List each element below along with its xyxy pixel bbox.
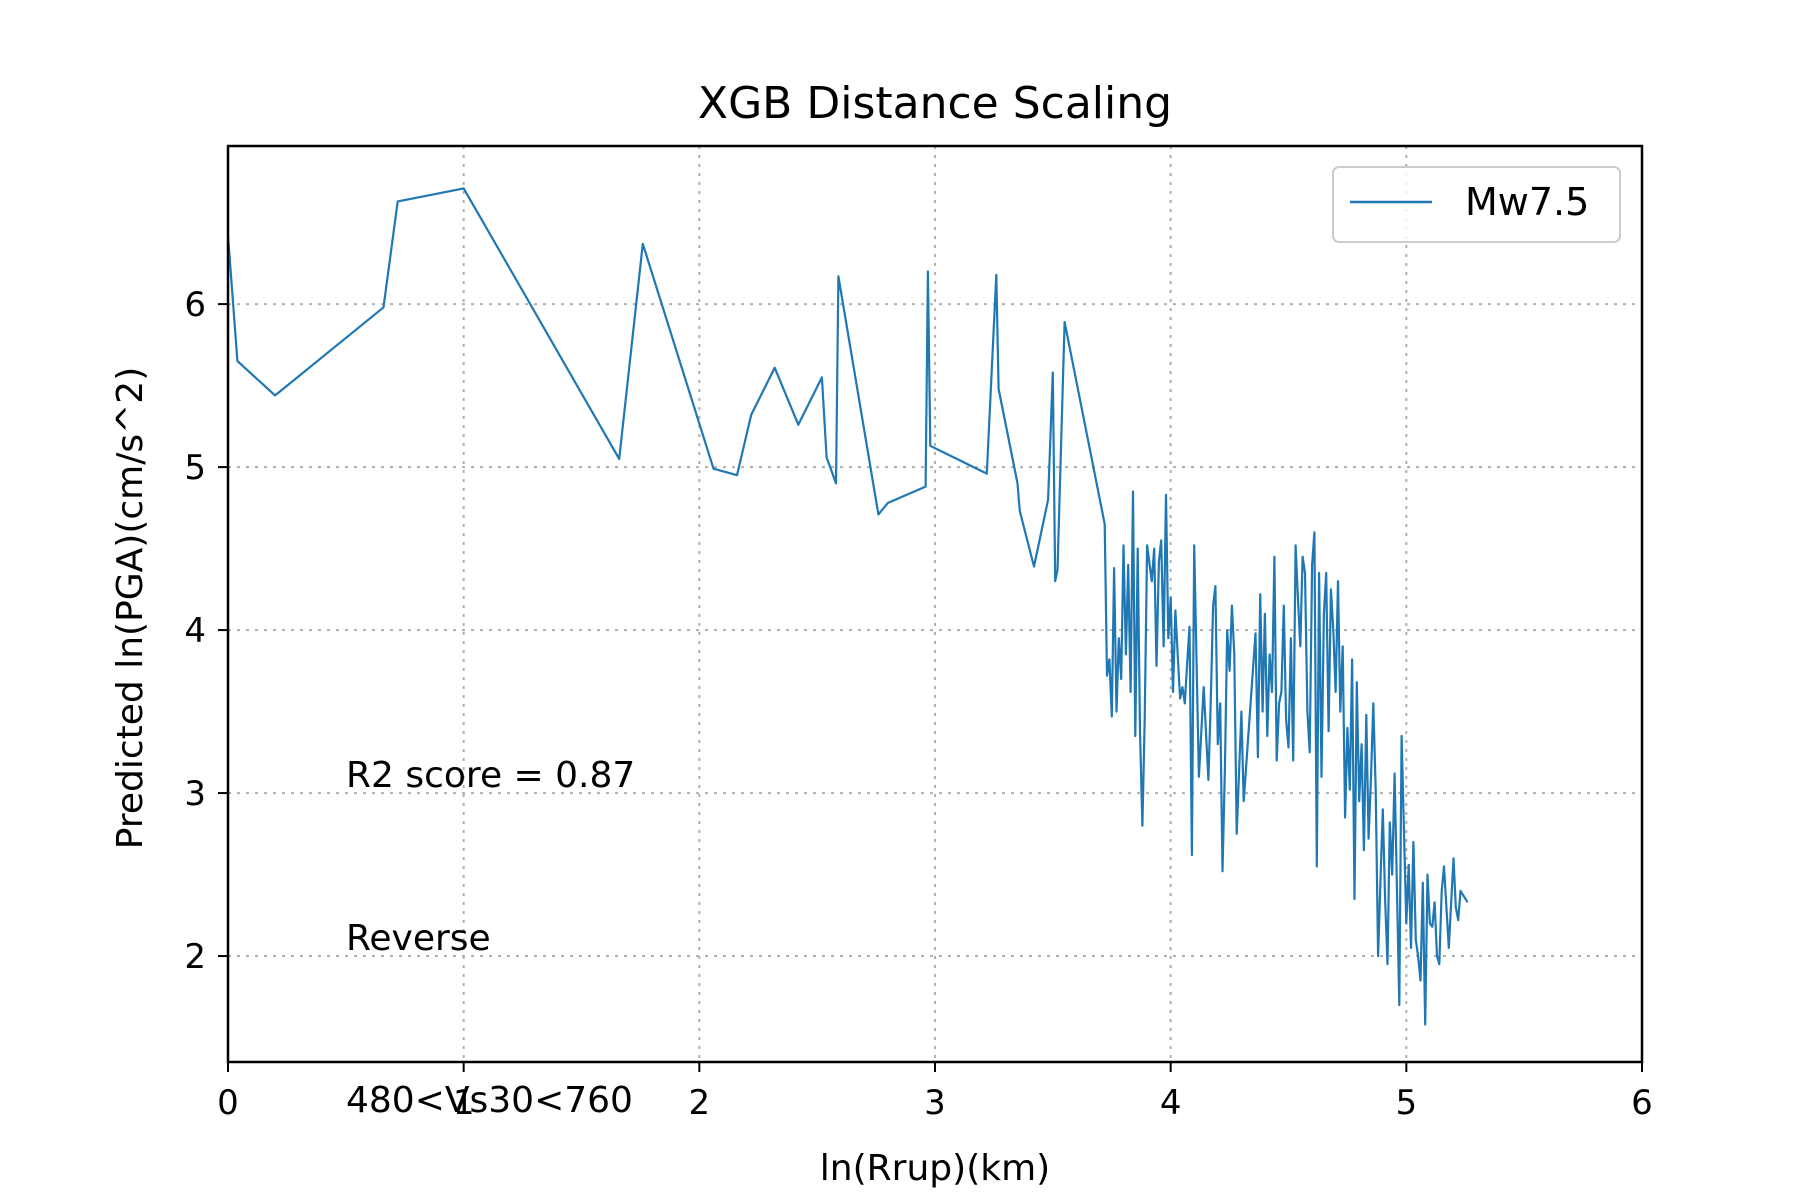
legend-label-mw7-5: Mw7.5	[1465, 180, 1589, 224]
x-tick-label: 3	[924, 1083, 946, 1123]
series-line-mw7-5	[228, 188, 1468, 1024]
legend: Mw7.5	[1333, 167, 1620, 242]
x-tick-label: 6	[1631, 1083, 1653, 1123]
annotation-fault-type: Reverse	[346, 918, 491, 959]
y-tick-label: 2	[184, 937, 206, 977]
x-axis-label: ln(Rrup)(km)	[820, 1148, 1050, 1189]
plot-area	[228, 188, 1468, 1024]
x-tick-label: 4	[1160, 1083, 1182, 1123]
y-tick-label: 4	[184, 611, 206, 651]
x-tick-label: 0	[217, 1083, 239, 1123]
y-tick-label: 3	[184, 774, 206, 814]
chart-title: XGB Distance Scaling	[698, 78, 1172, 129]
y-axis-label: Predicted ln(PGA)(cm/s^2)	[110, 367, 151, 849]
x-tick-label: 5	[1396, 1083, 1418, 1123]
annotation-r2-score: R2 score = 0.87	[346, 755, 635, 796]
annotation-vs30-range: 480<Vs30<760	[346, 1080, 633, 1121]
y-tick-label: 6	[184, 285, 206, 325]
x-tick-label: 2	[689, 1083, 711, 1123]
y-tick-label: 5	[184, 448, 206, 488]
